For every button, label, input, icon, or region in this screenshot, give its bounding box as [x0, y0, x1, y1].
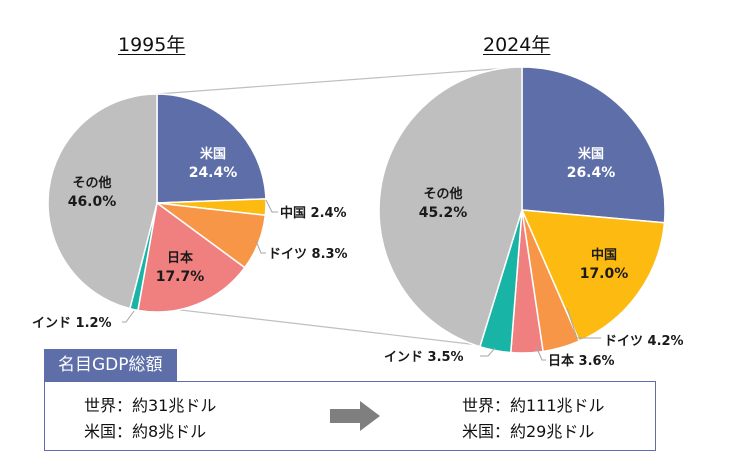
label-1995-india: インド 1.2% [32, 316, 112, 331]
gdp-2024-world: 世界：約111兆ドル [462, 396, 605, 415]
gdp-1995-us: 米国：約8兆ドル [84, 422, 207, 441]
slice-2024-china [520, 209, 666, 343]
label-1995-china: 中国 2.4% [280, 205, 347, 221]
label-2024-china-name: 中国 [591, 247, 617, 263]
label-2024-japan: 日本 3.6% [548, 353, 615, 369]
label-2024-us-name: 米国 [578, 146, 604, 162]
leader-2024-japan [535, 345, 546, 361]
slice-1995-japan [137, 201, 246, 313]
pie-title-1995: 1995年 [118, 34, 186, 56]
gdp-1995-world: 世界：約31兆ドル [84, 396, 217, 415]
label-2024-other-value: 45.2% [419, 205, 468, 221]
label-1995-us-name: 米国 [200, 146, 226, 162]
slice-2024-us [521, 66, 666, 224]
label-2024-germany: ドイツ 4.2% [604, 334, 684, 349]
leader-2024-germany [566, 307, 601, 339]
leader-1995-germany [255, 240, 266, 254]
label-1995-us-value: 24.4% [189, 165, 238, 181]
label-1995-other-name: その他 [72, 175, 111, 191]
leader-2024-india [480, 347, 496, 357]
label-1995-japan-name: 日本 [167, 250, 193, 266]
leader-1995-india [122, 310, 135, 323]
label-2024-india: インド 3.5% [384, 350, 464, 365]
label-2024-us-value: 26.4% [567, 165, 616, 181]
connector-line-top [156, 66, 523, 95]
slice-1995-us [156, 93, 267, 204]
leader-1995-china [265, 199, 278, 213]
gdp-total-box [44, 381, 656, 451]
slice-2024-other [378, 66, 523, 348]
label-1995-other-value: 46.0% [68, 194, 117, 210]
gdp-2024-us: 米国：約29兆ドル [462, 422, 595, 441]
label-1995-germany: ドイツ 8.3% [268, 247, 348, 262]
label-2024-other-name: その他 [423, 186, 462, 202]
label-2024-china-value: 17.0% [580, 266, 629, 282]
slice-1995-other [47, 93, 158, 310]
label-1995-japan-value: 17.7% [156, 269, 205, 285]
pie-title-2024: 2024年 [483, 34, 551, 56]
right-arrow-icon [330, 401, 380, 431]
gdp-total-header: 名目GDP総額 [44, 349, 177, 381]
